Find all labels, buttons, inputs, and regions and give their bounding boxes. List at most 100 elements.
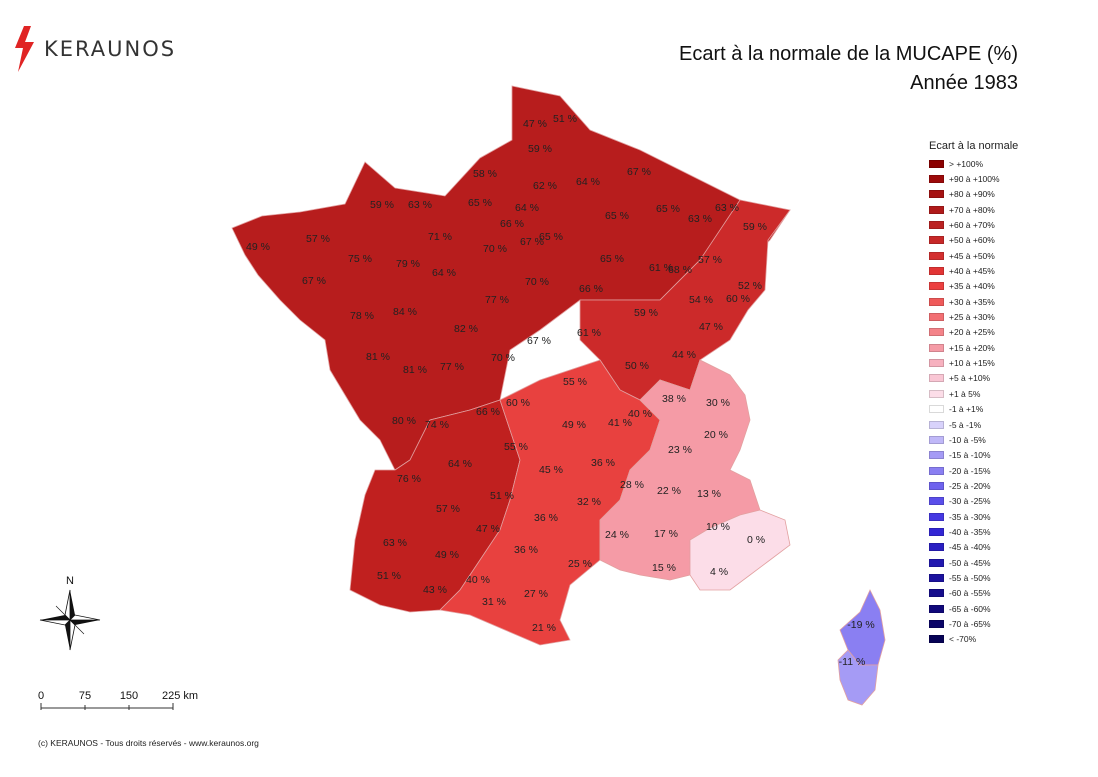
department-value-label: 64 % (515, 202, 539, 214)
department-value-label: 32 % (577, 496, 601, 508)
legend-label: +80 à +90% (949, 189, 995, 200)
keraunos-logo: KERAUNOS (12, 26, 176, 72)
legend-label: -1 à +1% (949, 404, 984, 415)
department-value-label: 4 % (710, 566, 728, 578)
compass-rose-icon (39, 589, 101, 651)
legend-item: -10 à -5% (929, 432, 1018, 447)
legend-swatch (929, 558, 944, 567)
legend-label: > +100% (949, 158, 984, 169)
legend-label: -30 à -25% (949, 496, 991, 507)
legend-item: +50 à +60% (929, 233, 1018, 248)
legend-swatch (929, 297, 944, 306)
scale-label-150: 150 (120, 690, 138, 702)
department-value-label: 17 % (654, 528, 678, 540)
legend-label: +60 à +70% (949, 220, 995, 231)
department-value-label: 70 % (491, 352, 515, 364)
legend-item: -30 à -25% (929, 494, 1018, 509)
department-value-label: 49 % (435, 549, 459, 561)
department-value-label: 59 % (743, 221, 767, 233)
department-value-label: 47 % (699, 321, 723, 333)
legend-item: -15 à -10% (929, 448, 1018, 463)
department-value-label: 36 % (514, 544, 538, 556)
legend-swatch (929, 159, 944, 168)
scale-label-75: 75 (79, 690, 91, 702)
department-value-label: 25 % (568, 558, 592, 570)
legend-item: +35 à +40% (929, 279, 1018, 294)
department-value-label: 70 % (483, 243, 507, 255)
department-value-label: 66 % (500, 218, 524, 230)
department-value-label: 65 % (600, 253, 624, 265)
legend-swatch (929, 328, 944, 337)
legend-swatch (929, 405, 944, 414)
legend-label: -25 à -20% (949, 480, 991, 491)
department-value-label: 76 % (397, 473, 421, 485)
legend-item: +70 à +80% (929, 202, 1018, 217)
legend-swatch (929, 573, 944, 582)
legend-swatch (929, 589, 944, 598)
department-value-label: 50 % (625, 360, 649, 372)
legend-item: +25 à +30% (929, 309, 1018, 324)
department-value-label: 52 % (738, 280, 762, 292)
map-title: Ecart à la normale de la MUCAPE (%) Anné… (679, 40, 1018, 98)
department-value-label: 71 % (428, 231, 452, 243)
legend-item: -60 à -55% (929, 586, 1018, 601)
legend-swatch (929, 619, 944, 628)
department-value-label: 62 % (533, 180, 557, 192)
department-value-label: 67 % (627, 166, 651, 178)
legend-label: +70 à +80% (949, 204, 995, 215)
legend-swatch (929, 451, 944, 460)
legend-item: -25 à -20% (929, 478, 1018, 493)
legend-swatch (929, 512, 944, 521)
legend-swatch (929, 604, 944, 613)
department-value-label: 54 % (689, 294, 713, 306)
department-value-label: 38 % (662, 393, 686, 405)
department-value-label: 78 % (350, 310, 374, 322)
legend-label: +25 à +30% (949, 312, 995, 323)
legend-item: -45 à -40% (929, 540, 1018, 555)
legend-swatch (929, 313, 944, 322)
department-value-label: 59 % (370, 199, 394, 211)
legend-rows: > +100% +90 à +100% +80 à +90% +70 à +80% +6… (929, 156, 1018, 647)
legend-label: +35 à +40% (949, 281, 995, 292)
legend-item: +90 à +100% (929, 171, 1018, 186)
legend-item: -5 à -1% (929, 417, 1018, 432)
legend-swatch (929, 435, 944, 444)
legend-title: Ecart à la normale (929, 140, 1019, 152)
department-value-label: 64 % (432, 267, 456, 279)
department-value-label: 77 % (485, 294, 509, 306)
logo-text: KERAUNOS (44, 37, 177, 61)
legend-item: +60 à +70% (929, 217, 1018, 232)
department-value-label: 84 % (393, 306, 417, 318)
department-value-label: 70 % (525, 276, 549, 288)
department-value-label: 81 % (366, 351, 390, 363)
legend-item: < -70% (929, 632, 1018, 647)
department-value-label: 80 % (392, 415, 416, 427)
legend: Ecart à la normale > +100% +90 à +100% +80… (929, 140, 1018, 647)
department-value-label: 75 % (348, 253, 372, 265)
legend-label: +45 à +50% (949, 250, 995, 261)
legend-label: < -70% (949, 634, 977, 645)
legend-item: -20 à -15% (929, 463, 1018, 478)
department-value-label: 51 % (553, 113, 577, 125)
legend-item: +15 à +20% (929, 340, 1018, 355)
department-value-label: 77 % (440, 361, 464, 373)
legend-swatch (929, 267, 944, 276)
legend-item: -40 à -35% (929, 524, 1018, 539)
legend-swatch (929, 359, 944, 368)
legend-label: +15 à +20% (949, 342, 995, 353)
department-value-label: 30 % (706, 397, 730, 409)
department-value-label: 64 % (448, 458, 472, 470)
legend-label: -15 à -10% (949, 450, 991, 461)
department-value-label: 65 % (539, 231, 563, 243)
department-value-label: 20 % (704, 429, 728, 441)
department-value-label: 66 % (476, 406, 500, 418)
department-value-label: 58 % (473, 168, 497, 180)
department-value-label: 65 % (468, 197, 492, 209)
legend-label: -50 à -45% (949, 557, 991, 568)
scale-label-225: 225 km (162, 690, 198, 702)
region-corsica-south (837, 649, 879, 706)
department-value-label: 64 % (576, 176, 600, 188)
department-value-label: 60 % (506, 397, 530, 409)
department-value-label: 45 % (539, 464, 563, 476)
